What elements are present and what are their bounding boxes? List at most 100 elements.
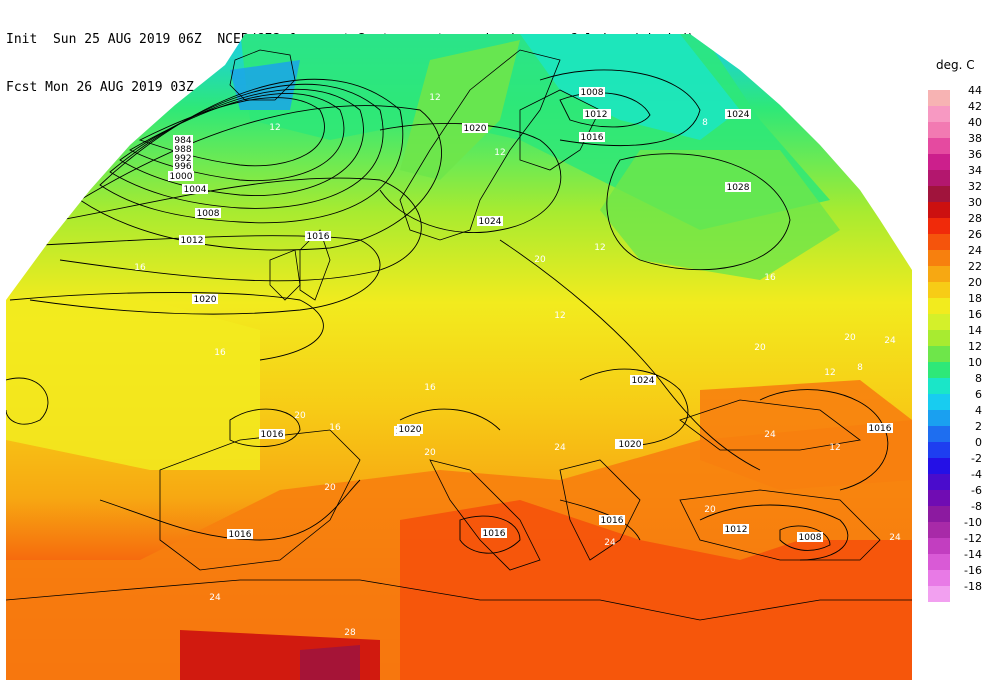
legend-row: 32 [928, 180, 998, 202]
isobar-label: 1012 [583, 109, 609, 120]
isobar-label-bg [195, 208, 221, 218]
legend-swatch [928, 298, 950, 314]
legend-label: 38 [968, 132, 982, 145]
isobar-label-bg [599, 515, 625, 525]
legend-label: -2 [971, 452, 982, 465]
isobar-label-text: 984 [174, 136, 191, 146]
legend-row: 24 [928, 244, 998, 266]
legend-label: 22 [968, 260, 982, 273]
legend-row: -6 [928, 484, 998, 506]
isobar-label-bg [477, 216, 503, 226]
legend-row: 2 [928, 420, 998, 442]
temperature-label: 20 [704, 505, 716, 515]
legend-row: 6 [928, 388, 998, 410]
temperature-label: 24 [889, 533, 901, 543]
legend-label: -10 [964, 516, 982, 529]
legend-row: 14 [928, 324, 998, 346]
temperature-label: 20 [754, 343, 766, 353]
legend-label: 28 [968, 212, 982, 225]
isobar-label-bg [173, 161, 193, 171]
temperature-field [6, 34, 912, 680]
isobar-label: 1016 [305, 231, 331, 242]
legend-swatch [928, 138, 950, 154]
isobar-label: 1020 [192, 294, 218, 305]
temperature-label: 20 [534, 255, 546, 265]
isobar-label: 1016 [867, 423, 893, 434]
isobar-label-bg [797, 532, 823, 542]
legend-label: 10 [968, 356, 982, 369]
coastlines [6, 49, 912, 621]
legend-swatch [928, 250, 950, 266]
legend-swatch [928, 426, 950, 442]
temperature-label: 16 [214, 348, 226, 358]
isobar-label-bg [259, 429, 285, 439]
isobar-label-text: 1016 [261, 430, 284, 440]
legend-row: 4 [928, 404, 998, 426]
temperature-label: 28 [344, 628, 356, 638]
isobar-label-bg [630, 375, 656, 385]
legend-label: -12 [964, 532, 982, 545]
legend-swatch [928, 442, 950, 458]
legend-row: 12 [928, 340, 998, 362]
legend-row: 20 [928, 276, 998, 298]
isobar-label-bg [173, 135, 193, 145]
legend-row: 10 [928, 356, 998, 378]
legend-row: 16 [928, 308, 998, 330]
isobar-label: 1008 [579, 87, 605, 98]
temperature-label: 24 [764, 430, 776, 440]
legend-row: 8 [928, 372, 998, 394]
isobar-label: 1020 [617, 439, 643, 450]
isobar-label-text: 1016 [869, 424, 892, 434]
isobar-label-bg [397, 424, 423, 434]
isobar-label: 1016 [599, 515, 625, 526]
isobar-label: 1020 [462, 123, 488, 134]
legend-swatch [928, 458, 950, 474]
legend-swatch [928, 410, 950, 426]
legend-row: -2 [928, 452, 998, 474]
isobar-label: 984 [173, 135, 193, 146]
isobar-label-text: 1020 [464, 124, 487, 134]
legend-label: -14 [964, 548, 982, 561]
legend-row: 42 [928, 100, 998, 122]
isobar-label-text: 1012 [585, 110, 608, 120]
temperature-label: 20 [844, 333, 856, 343]
isobar-label: 1012 [179, 235, 205, 246]
isobar-label: 1016 [227, 529, 253, 540]
isobar-label-bg [305, 231, 331, 241]
legend-swatch [928, 330, 950, 346]
legend-label: 8 [975, 372, 982, 385]
isobar-lines [6, 69, 889, 561]
isobar-label-text: 1024 [727, 110, 750, 120]
temperature-legend: 44 42 40 38 36 34 32 30 28 26 24 22 20 18 16 14 12 10 8 6 4 2… [928, 84, 998, 602]
isobar-label-text: 1020 [619, 440, 642, 450]
legend-row: 30 [928, 196, 998, 218]
temperature-label: 12 [429, 93, 440, 103]
isobar-label: 1008 [797, 532, 823, 543]
legend-row: 18 [928, 292, 998, 314]
isobar-label-text: 1004 [184, 185, 207, 195]
temperature-label: 12 [554, 311, 565, 321]
legend-label: -4 [971, 468, 982, 481]
legend-swatch [928, 218, 950, 234]
legend-row: -10 [928, 516, 998, 538]
legend-swatch [928, 378, 950, 394]
isobar-label-bg [173, 144, 193, 154]
legend-label: 0 [975, 436, 982, 449]
isobar-label-text: 1008 [581, 88, 604, 98]
isobar-label-text: 1016 [483, 529, 506, 539]
isobar-label-text: 1008 [197, 209, 220, 219]
isobar-label-bg [192, 294, 218, 304]
isobar-label: 1016 [481, 528, 507, 539]
temperature-label: 8 [702, 118, 708, 128]
isobar-label-bg [182, 184, 208, 194]
legend-label: 2 [975, 420, 982, 433]
isobar-label-text: 1008 [799, 533, 822, 543]
isobar-label-bg [579, 87, 605, 97]
legend-swatch [928, 522, 950, 538]
legend-row: -14 [928, 548, 998, 570]
legend-label: 4 [975, 404, 982, 417]
isobar-label: 1024 [630, 375, 656, 386]
isobar-label-bg [179, 235, 205, 245]
temperature-label: 12 [824, 368, 835, 378]
